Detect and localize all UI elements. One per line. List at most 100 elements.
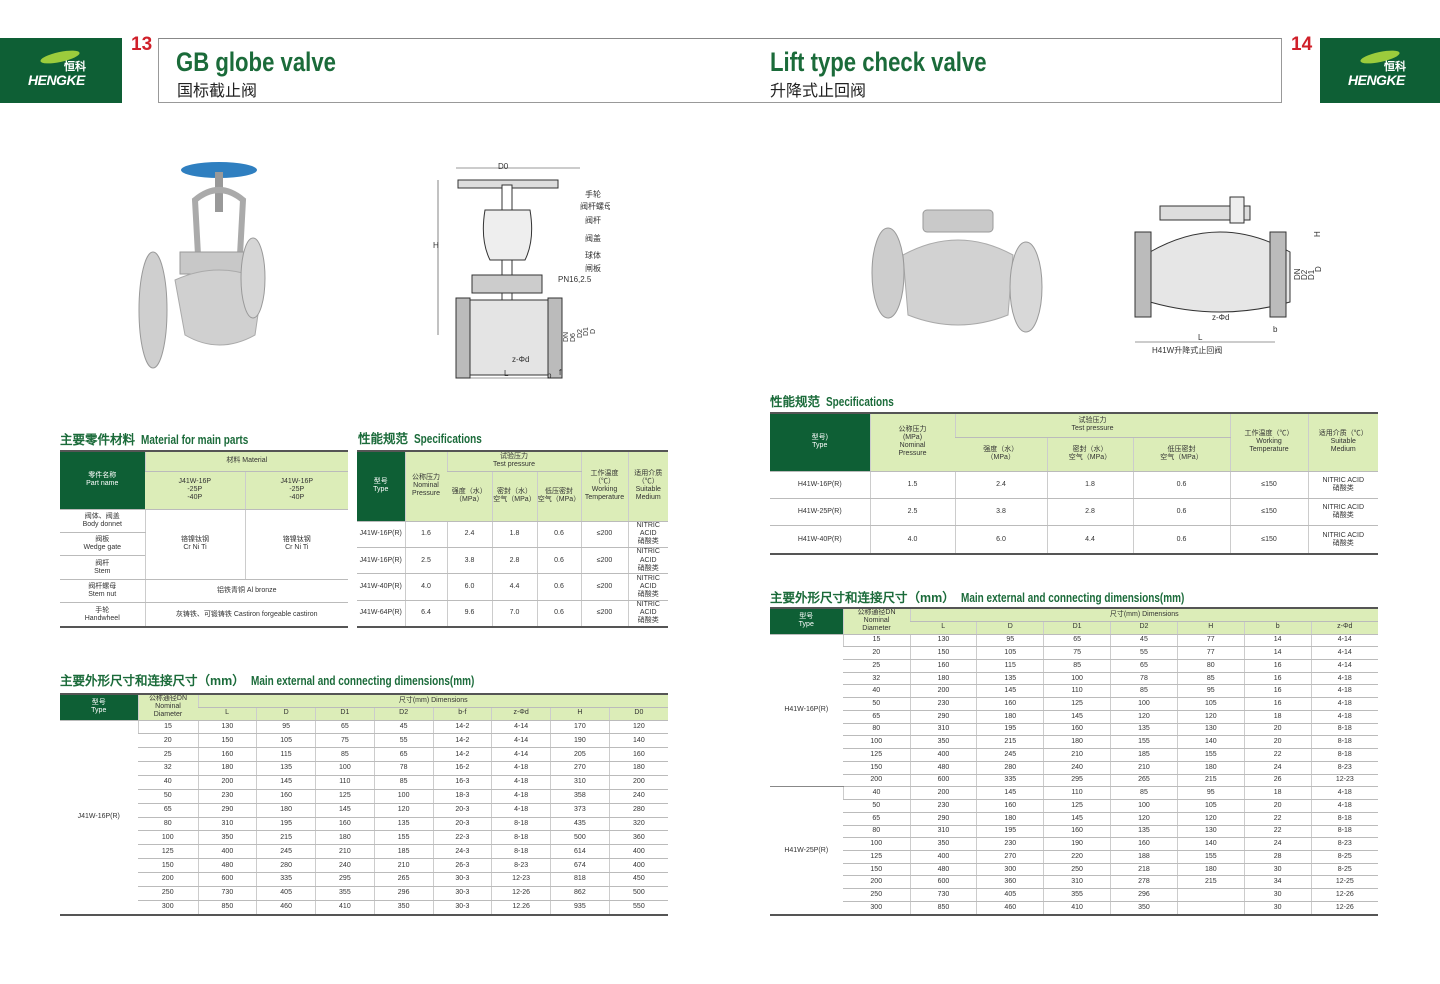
table-row: 40 200 145 110 85 16-3 4-18 310 200	[60, 775, 668, 790]
col-header: H	[1176, 621, 1245, 635]
table-cell: 80	[843, 825, 910, 839]
dim-label: D1	[1307, 269, 1316, 280]
table-cell: 14	[1243, 646, 1312, 660]
table-cell: 500	[608, 886, 668, 901]
col-header-type: 型号 Type	[770, 608, 843, 635]
table-cell: 240	[315, 858, 375, 873]
table-cell: 290	[909, 710, 977, 724]
col-header: z-Φd	[1310, 621, 1378, 635]
table-cell: 105	[976, 646, 1044, 660]
table-cell: 135	[976, 672, 1044, 686]
table-cell: 185	[1110, 748, 1178, 762]
type-cell: J41W-16P(R)	[60, 720, 138, 916]
table-cell: 20-3	[432, 803, 492, 818]
table-cell: 100	[1043, 672, 1111, 686]
table-cell: 350	[373, 900, 433, 916]
dim-label: D	[1314, 266, 1323, 272]
table-cell: 8-18	[1310, 825, 1378, 839]
table-cell: 30	[1243, 888, 1312, 902]
col-header: b-f	[432, 707, 492, 721]
table-cell: J41W-64P(R)	[357, 600, 405, 628]
table-cell: 150	[197, 733, 257, 749]
table-cell	[1176, 901, 1245, 916]
table-cell: 0.6	[536, 573, 581, 601]
table-cell: 160	[256, 789, 316, 804]
table-cell: 80	[138, 817, 198, 832]
table-cell: NITRIC ACID 硝酸类	[627, 600, 668, 628]
table-cell: 145	[1043, 710, 1111, 724]
table-cell: 360	[976, 875, 1044, 890]
table-row: 80 310 195 160 135 130 20 8-18	[770, 723, 1378, 737]
table-cell: 160	[976, 697, 1044, 711]
dim-label: D6	[570, 333, 577, 342]
table-cell: 85	[1110, 786, 1178, 801]
table-cell: 16	[1243, 697, 1312, 711]
table-cell: 185	[373, 844, 433, 860]
table-cell: 170	[550, 720, 610, 735]
table-cell: 95	[976, 634, 1044, 648]
table-cell: 14	[1243, 634, 1312, 648]
table-cell: 135	[256, 761, 316, 776]
table-cell: 280	[608, 803, 668, 818]
table-cell: 155	[1176, 850, 1245, 864]
table-cell: 12-26	[1310, 888, 1378, 902]
table-cell: 4.0	[869, 525, 955, 555]
part-label: 闸板	[585, 263, 601, 273]
table-cell: 30-3	[432, 900, 492, 916]
part-label: 阀杆螺母	[580, 201, 610, 211]
table-cell: 30	[1243, 901, 1312, 916]
dim-label: H	[1313, 231, 1322, 237]
table-cell: 730	[197, 886, 257, 901]
table-cell: 4-14	[1310, 659, 1378, 673]
table-row: 65 290 180 145 120 120 18 4-18	[770, 710, 1378, 724]
table-row: J41W-64P(R) 6.4 9.6 7.0 0.6 ≤200 NITRIC ACID 硝…	[357, 600, 668, 628]
table-cell: 350	[1110, 901, 1178, 916]
table-cell: 9.6	[446, 600, 492, 628]
table-row: 65 290 180 145 120 120 22 8-18	[770, 812, 1378, 826]
table-cell: 410	[1043, 901, 1111, 916]
table-cell: 435	[550, 817, 610, 832]
table-cell: H41W-16P(R)	[770, 471, 870, 499]
table-cell: 210	[373, 858, 433, 873]
col-header-medium: 适用介质 （℃） Suitable Medium	[627, 451, 668, 522]
table-cell: 105	[1176, 697, 1245, 711]
table-cell: H41W-40P(R)	[770, 525, 870, 555]
col-header: D2	[373, 707, 433, 721]
left-dims-table: 型号 Type 公称通径DN Nominal Diameter 尺寸(mm) Dim…	[60, 693, 668, 916]
table-cell: 400	[608, 858, 668, 873]
table-cell: 3.8	[446, 547, 492, 575]
table-row: 200 600 335 295 265 30-3 12-23 818 450	[60, 872, 668, 887]
table-cell: 55	[373, 733, 433, 749]
table-cell: 30-3	[432, 872, 492, 887]
table-cell: 22-3	[432, 830, 492, 846]
table-cell: 730	[909, 888, 977, 902]
table-cell: 16	[1243, 672, 1312, 686]
table-cell: 铬镍钛钢 Cr Ni Ti	[244, 509, 348, 580]
table-cell: 8-18	[491, 844, 551, 860]
table-cell: 120	[608, 720, 668, 735]
table-cell: NITRIC ACID 硝酸类	[627, 573, 668, 601]
table-cell: 16	[1243, 684, 1312, 699]
table-cell: 18	[1243, 710, 1312, 724]
table-cell: 12-26	[491, 886, 551, 901]
table-cell: 135	[1110, 825, 1178, 839]
col-header-sub: 低压密封 空气（MPa）	[536, 471, 581, 522]
table-row: 200 600 360 310 278 215 34 12-25	[770, 875, 1378, 890]
dim-label: z-Φd	[1212, 313, 1230, 322]
table-cell: 460	[976, 901, 1044, 916]
table-cell: 550	[608, 900, 668, 916]
table-cell: 22	[1243, 825, 1312, 839]
table-cell: 22	[1243, 812, 1312, 826]
col-header-model: J41W-16P -25P -40P	[145, 471, 245, 510]
col-header-dn: 公称通径DN Nominal Diameter	[137, 694, 198, 721]
part-label: 手轮	[585, 189, 601, 199]
table-cell: 230	[909, 799, 977, 813]
table-cell: 145	[1043, 812, 1111, 826]
table-cell: 674	[550, 858, 610, 873]
table-row: 150 480 280 240 210 180 24 8-23	[770, 761, 1378, 775]
table-cell: 2.8	[491, 547, 537, 575]
table-row: J41W-40P(R) 4.0 6.0 4.4 0.6 ≤200 NITRIC ACID 硝…	[357, 573, 668, 601]
table-cell: 85	[315, 747, 375, 763]
table-row: 50 230 160 125 100 105 16 4-18	[770, 697, 1378, 711]
table-cell: ≤150	[1229, 525, 1308, 555]
